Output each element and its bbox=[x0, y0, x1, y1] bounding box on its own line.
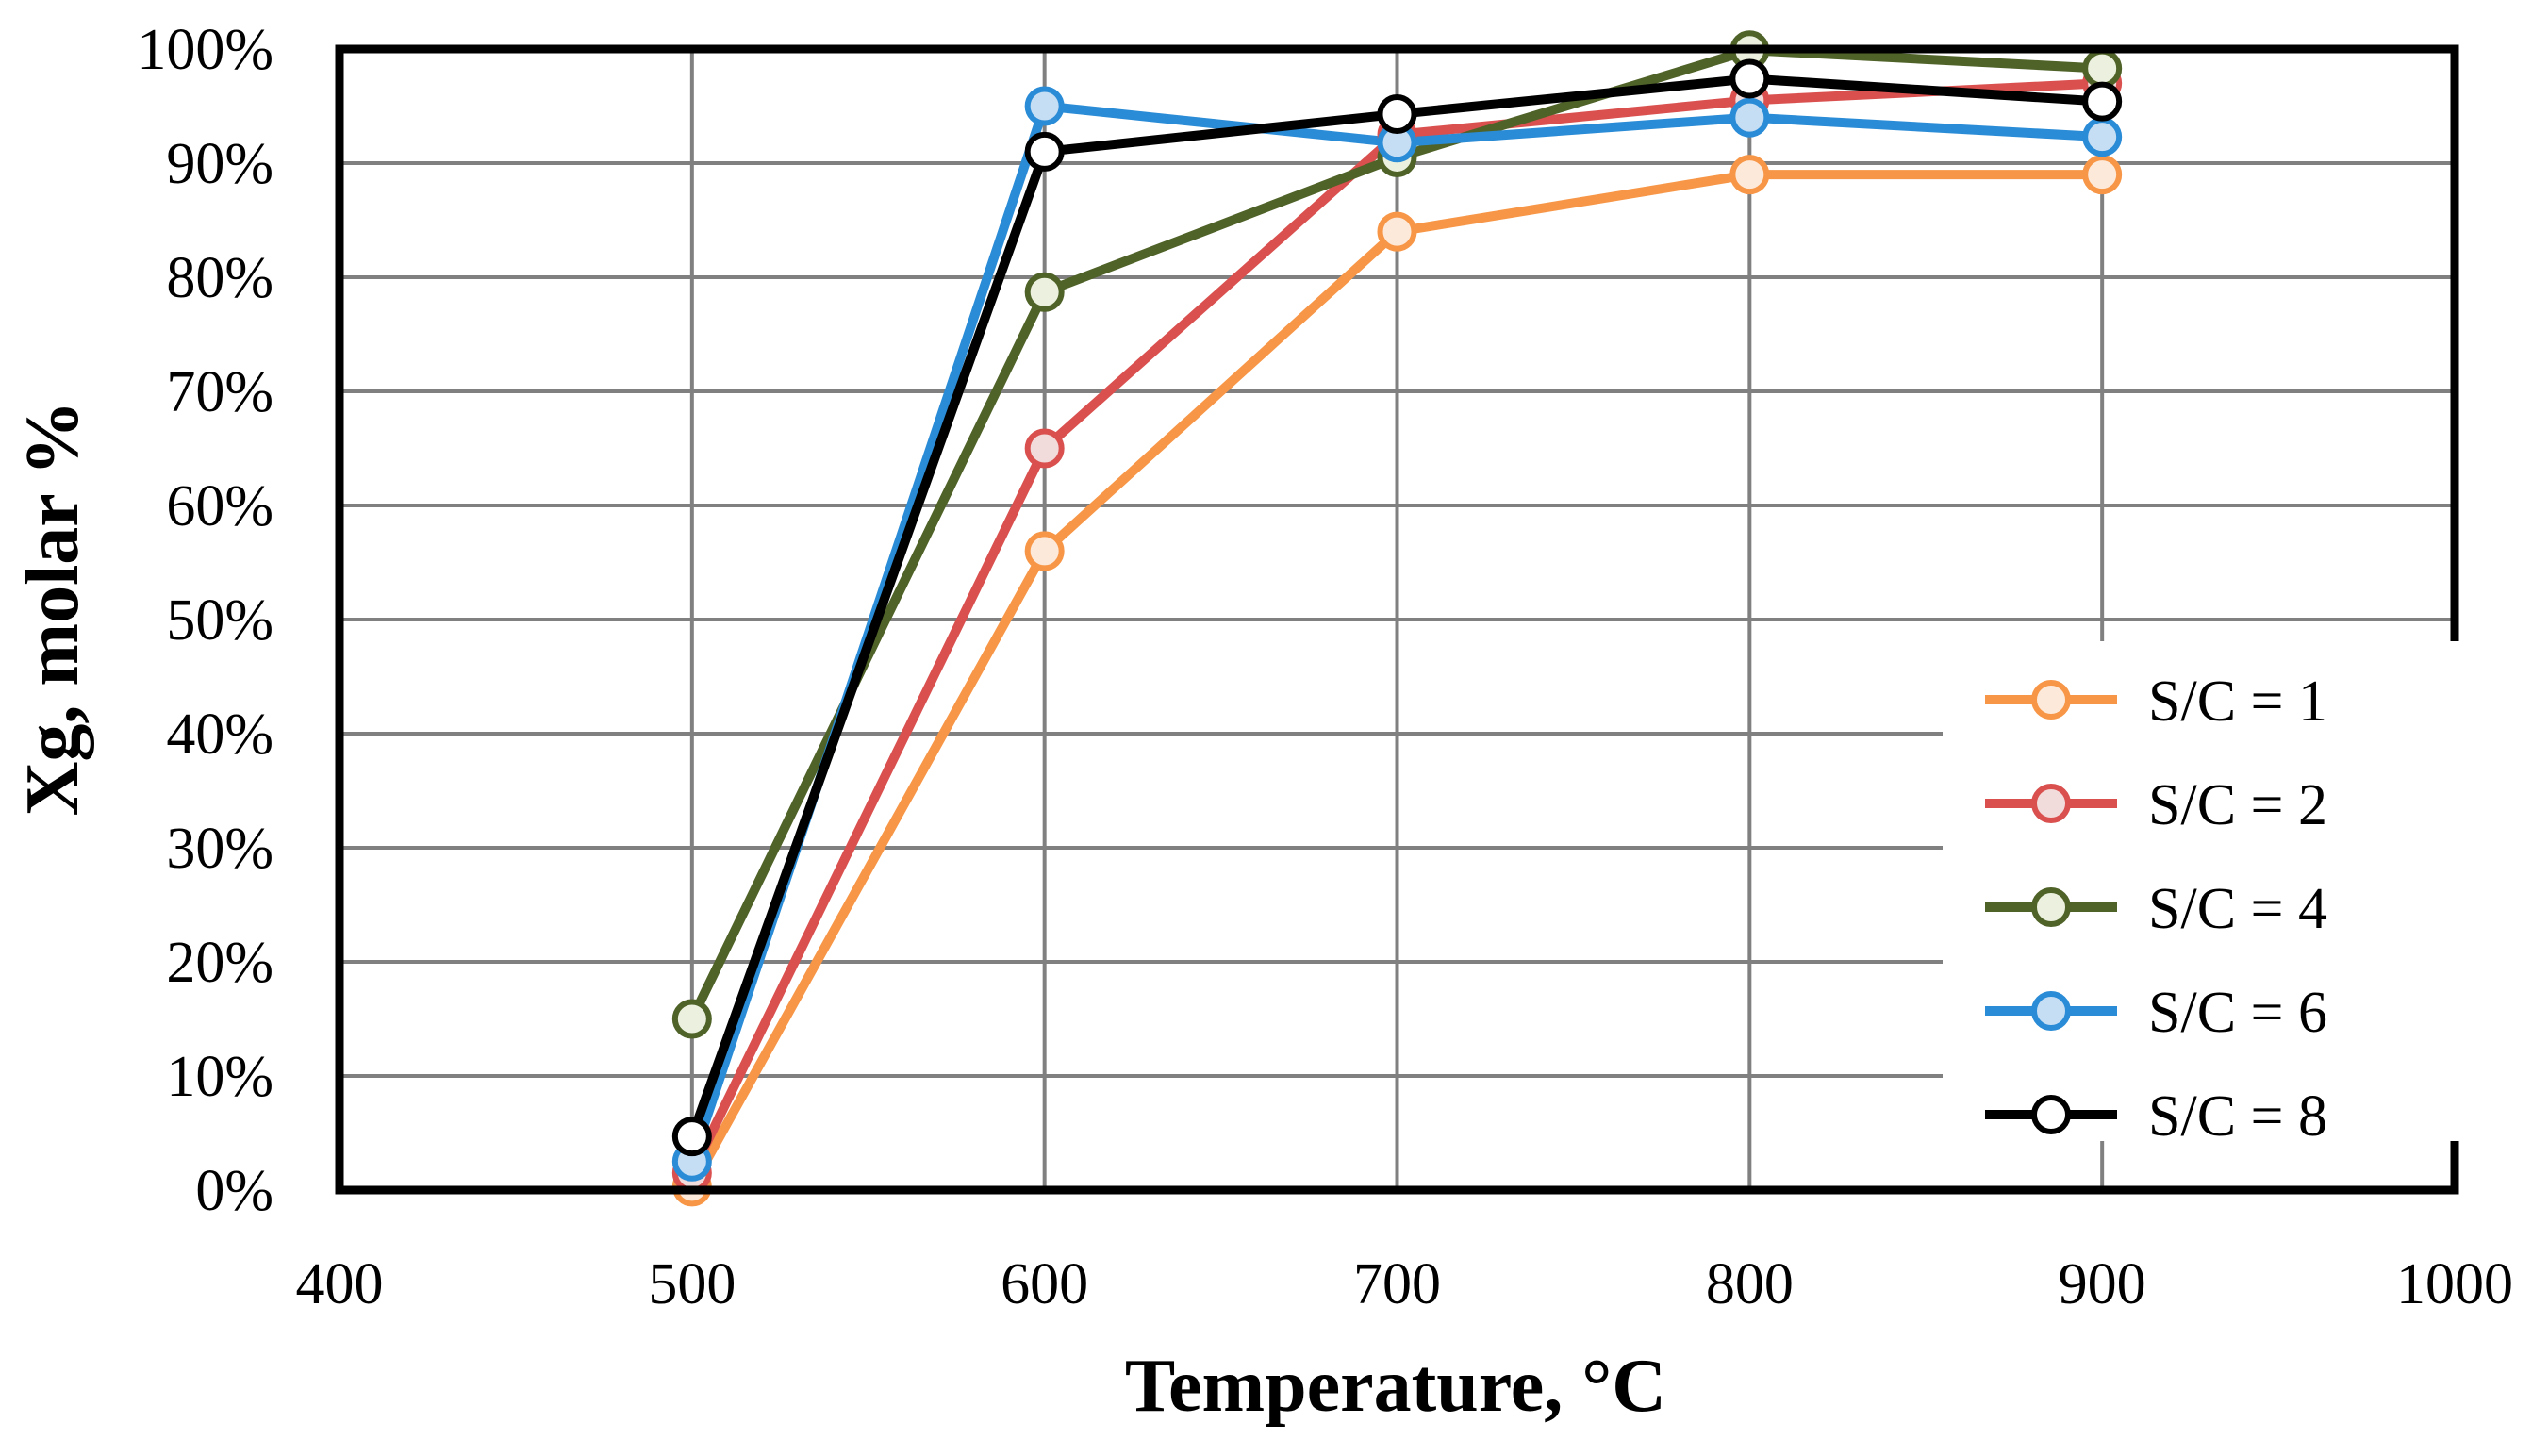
legend: S/C = 1 S/C = 2 S/C = 4 S/C = 6 S/C = 8 bbox=[1943, 641, 2471, 1149]
data-point bbox=[1024, 86, 1065, 126]
legend-label: S/C = 6 bbox=[2148, 981, 2327, 1045]
y-tick-label: 20% bbox=[166, 931, 273, 995]
y-tick-label: 10% bbox=[166, 1045, 273, 1109]
x-tick-label: 600 bbox=[1001, 1252, 1088, 1316]
x-tick-label: 500 bbox=[648, 1252, 736, 1316]
legend-label: S/C = 2 bbox=[2148, 773, 2327, 837]
x-tick-label: 400 bbox=[296, 1252, 384, 1316]
data-point bbox=[1377, 93, 1417, 134]
data-point bbox=[1024, 531, 1065, 571]
data-point bbox=[1729, 155, 1770, 195]
data-point bbox=[1729, 58, 1770, 99]
x-tick-label: 900 bbox=[2059, 1252, 2146, 1316]
x-tick-label: 700 bbox=[1353, 1252, 1441, 1316]
legend-swatch-marker bbox=[2031, 680, 2071, 720]
y-tick-label: 100% bbox=[137, 18, 273, 82]
x-tick-label: 1000 bbox=[2396, 1252, 2513, 1316]
legend-label: S/C = 4 bbox=[2148, 877, 2327, 941]
plot-frame bbox=[335, 44, 2459, 1195]
legend-swatch-marker bbox=[2031, 1095, 2071, 1134]
y-tick-label: 40% bbox=[166, 703, 273, 767]
y-axis-title: Xg, molar % bbox=[11, 401, 94, 817]
data-point bbox=[1377, 211, 1417, 252]
legend-box bbox=[1943, 641, 2471, 1141]
tick-labels: 0% 10% 20% 30% 40% 50% 60% 70% 80% 90% 100% 400 500 6… bbox=[137, 18, 2513, 1316]
data-point bbox=[671, 999, 712, 1039]
y-tick-label: 30% bbox=[166, 817, 273, 881]
data-point bbox=[2082, 117, 2123, 157]
y-tick-label: 60% bbox=[166, 474, 273, 538]
y-tick-label: 0% bbox=[195, 1159, 273, 1223]
y-tick-label: 80% bbox=[166, 246, 273, 310]
y-tick-label: 50% bbox=[166, 588, 273, 653]
data-point bbox=[1729, 97, 1770, 138]
data-point bbox=[1024, 428, 1065, 469]
data-point bbox=[2082, 48, 2123, 89]
data-point bbox=[2082, 81, 2123, 122]
data-point bbox=[2082, 155, 2123, 195]
legend-swatch-marker bbox=[2031, 784, 2071, 823]
x-tick-label: 800 bbox=[1706, 1252, 1794, 1316]
data-point bbox=[671, 1117, 712, 1157]
legend-swatch-marker bbox=[2031, 991, 2071, 1031]
legend-label: S/C = 8 bbox=[2148, 1084, 2327, 1149]
data-point bbox=[1024, 272, 1065, 312]
y-tick-label: 90% bbox=[166, 132, 273, 196]
y-tick-label: 70% bbox=[166, 360, 273, 424]
x-axis-title: Temperature, °C bbox=[1125, 1345, 1666, 1428]
legend-label: S/C = 1 bbox=[2148, 670, 2327, 734]
data-point bbox=[1024, 131, 1065, 172]
legend-swatch-marker bbox=[2031, 887, 2071, 927]
axes bbox=[335, 44, 2459, 1195]
